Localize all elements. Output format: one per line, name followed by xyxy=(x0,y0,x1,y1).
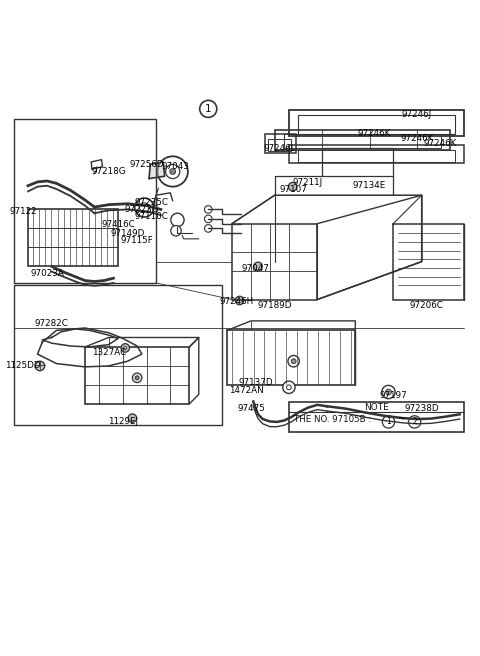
Text: 97023A: 97023A xyxy=(30,269,64,278)
Text: 97110C: 97110C xyxy=(134,212,168,221)
Text: THE NO. 97105B :: THE NO. 97105B : xyxy=(294,415,376,424)
Circle shape xyxy=(291,359,296,363)
Text: 97211J: 97211J xyxy=(293,178,323,188)
Text: 97149D: 97149D xyxy=(110,229,145,237)
Text: 1: 1 xyxy=(386,417,391,426)
Bar xyxy=(265,134,296,152)
Text: 97134E: 97134E xyxy=(353,181,386,190)
Bar xyxy=(289,145,464,163)
Text: 97047: 97047 xyxy=(242,264,270,273)
Circle shape xyxy=(383,416,395,428)
Circle shape xyxy=(408,416,421,428)
Text: 97115F: 97115F xyxy=(121,236,154,245)
Text: 1: 1 xyxy=(205,104,212,114)
Bar xyxy=(227,331,355,385)
Text: 97235C: 97235C xyxy=(134,198,168,207)
Bar xyxy=(28,209,118,266)
Bar xyxy=(267,139,291,151)
Text: 97189D: 97189D xyxy=(257,300,292,310)
Text: 97416C: 97416C xyxy=(101,220,135,229)
Circle shape xyxy=(121,344,130,352)
Text: 97122: 97122 xyxy=(10,207,37,216)
Polygon shape xyxy=(149,162,165,178)
Text: 97246H: 97246H xyxy=(219,297,254,306)
Circle shape xyxy=(171,226,181,236)
Circle shape xyxy=(382,385,395,399)
Circle shape xyxy=(204,215,212,222)
Circle shape xyxy=(254,262,263,271)
Circle shape xyxy=(385,389,391,395)
Circle shape xyxy=(35,361,45,371)
Text: 97246K: 97246K xyxy=(400,134,433,143)
Text: NOTE: NOTE xyxy=(364,403,389,411)
Text: 2: 2 xyxy=(412,417,417,426)
Circle shape xyxy=(135,376,139,380)
Bar xyxy=(289,401,464,432)
Bar xyxy=(284,134,441,148)
Text: 97238D: 97238D xyxy=(404,404,439,413)
Text: 97246L: 97246L xyxy=(263,144,296,154)
Text: 97246K: 97246K xyxy=(358,129,391,138)
Circle shape xyxy=(283,381,295,394)
Bar xyxy=(14,119,156,283)
Circle shape xyxy=(128,414,137,422)
Text: 97256D: 97256D xyxy=(129,160,164,169)
Bar xyxy=(299,150,455,161)
Circle shape xyxy=(204,205,212,213)
Text: 97246K: 97246K xyxy=(424,140,457,148)
Text: 1472AN: 1472AN xyxy=(229,386,264,395)
Circle shape xyxy=(166,165,180,178)
Circle shape xyxy=(170,169,176,174)
Text: 97246J: 97246J xyxy=(402,110,432,119)
Text: 1327AC: 1327AC xyxy=(92,348,126,357)
Circle shape xyxy=(157,156,188,187)
Text: 97137D: 97137D xyxy=(239,378,273,387)
Circle shape xyxy=(124,346,127,350)
Circle shape xyxy=(235,297,244,305)
Text: 97218G: 97218G xyxy=(91,167,126,176)
Circle shape xyxy=(171,213,184,226)
Text: 97043: 97043 xyxy=(161,162,189,171)
Circle shape xyxy=(288,356,300,367)
Text: 97206C: 97206C xyxy=(409,300,444,310)
Bar xyxy=(299,115,455,134)
Bar xyxy=(289,110,464,136)
Text: 97107: 97107 xyxy=(280,185,308,194)
Circle shape xyxy=(140,203,149,213)
Text: 97197: 97197 xyxy=(379,391,407,400)
Circle shape xyxy=(288,182,297,191)
Text: 97475: 97475 xyxy=(237,404,265,413)
Text: ~: ~ xyxy=(398,414,406,424)
Circle shape xyxy=(200,100,217,117)
Circle shape xyxy=(135,198,154,217)
Circle shape xyxy=(287,385,291,390)
Circle shape xyxy=(204,224,212,232)
Circle shape xyxy=(132,373,142,382)
Bar xyxy=(275,131,450,150)
Text: 1125DD: 1125DD xyxy=(5,361,41,371)
Text: 97282C: 97282C xyxy=(35,319,69,328)
Bar xyxy=(14,285,223,425)
Bar xyxy=(85,347,189,404)
Text: 1129EJ: 1129EJ xyxy=(108,417,138,426)
Text: 97223G: 97223G xyxy=(125,205,159,214)
